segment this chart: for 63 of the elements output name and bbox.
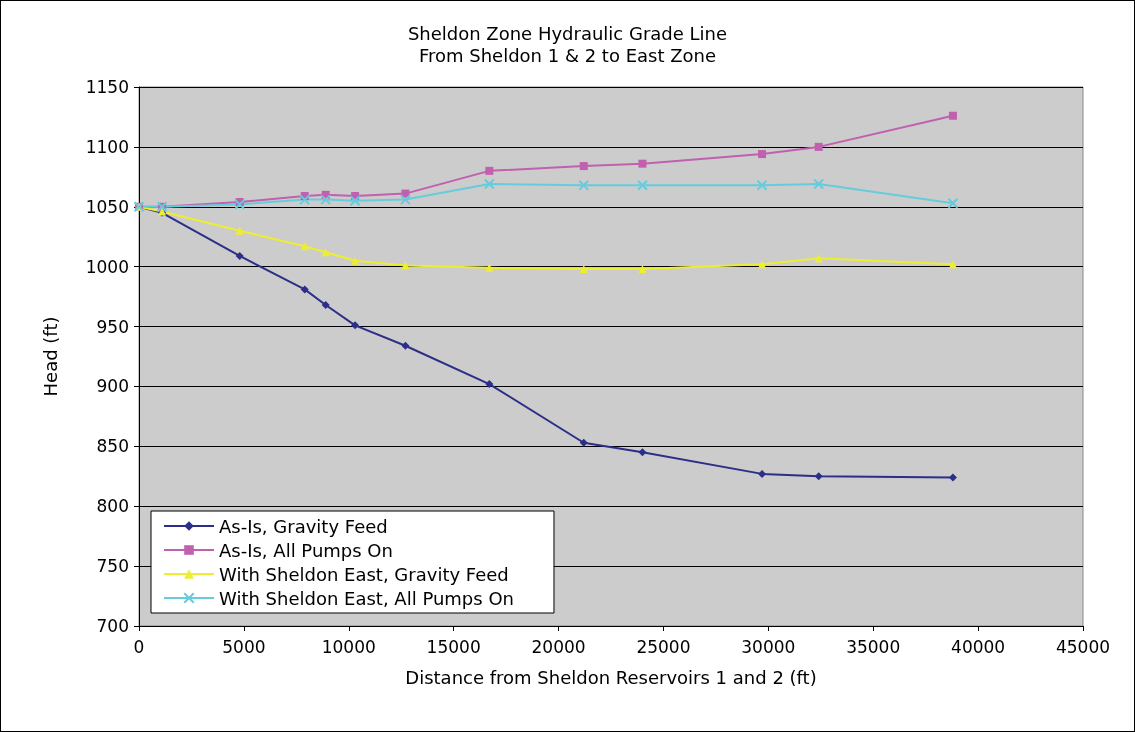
point — [579, 438, 588, 447]
x-tick-label: 45000 — [1055, 636, 1111, 657]
legend-label: With Sheldon East, All Pumps On — [219, 587, 514, 609]
point — [349, 195, 361, 207]
point — [638, 159, 647, 168]
point — [235, 226, 244, 235]
point — [813, 178, 825, 190]
legend-label: As-Is, Gravity Feed — [219, 515, 388, 537]
x-tick-label: 20000 — [531, 636, 586, 657]
point — [636, 179, 648, 191]
x-tick-label: 40000 — [951, 636, 1006, 657]
x-tick-label: 10000 — [321, 636, 376, 657]
point — [320, 194, 332, 206]
y-tick-label: 1150 — [85, 77, 129, 97]
point — [351, 321, 360, 330]
point — [234, 198, 246, 210]
y-tick-label: 1000 — [85, 256, 129, 277]
point — [758, 150, 767, 159]
chart-title: Sheldon Zone Hydraulic Grade Line — [407, 22, 728, 44]
point — [300, 285, 309, 294]
point — [638, 448, 647, 457]
y-tick-label: 700 — [96, 616, 129, 636]
point — [485, 263, 494, 272]
y-axis-title: Head (ft) — [39, 316, 61, 397]
point — [399, 194, 411, 206]
point — [638, 265, 647, 274]
y-tick-label: 1100 — [85, 136, 129, 157]
x-tick-label: 5000 — [222, 636, 266, 657]
point — [299, 194, 311, 206]
chart-subtitle: From Sheldon 1 & 2 to East Zone — [418, 44, 717, 66]
point — [401, 341, 410, 350]
point — [578, 179, 590, 191]
point — [483, 178, 495, 190]
y-tick-label: 1050 — [85, 196, 129, 217]
point — [814, 142, 823, 151]
legend-label: With Sheldon East, Gravity Feed — [219, 563, 509, 585]
x-tick-label: 30000 — [741, 636, 796, 657]
x-tick-label: 15000 — [426, 636, 481, 657]
x-tick-label: 25000 — [636, 636, 691, 657]
y-tick-label: 850 — [96, 436, 129, 457]
point — [235, 251, 244, 260]
point — [321, 301, 330, 309]
point — [948, 260, 957, 269]
y-tick-label: 950 — [96, 316, 129, 337]
y-tick-label: 900 — [96, 376, 129, 397]
x-tick-label: 0 — [133, 636, 145, 657]
y-tick-label: 800 — [96, 496, 129, 517]
point — [758, 260, 767, 269]
x-axis-title: Distance from Sheldon Reservoirs 1 and 2 (ft) — [405, 666, 817, 688]
legend-label: As-Is, All Pumps On — [219, 539, 393, 561]
point — [485, 380, 494, 389]
point — [758, 469, 767, 478]
point — [579, 162, 588, 171]
x-tick-label: 35000 — [846, 636, 901, 657]
point — [756, 179, 768, 191]
point — [579, 265, 588, 274]
point — [351, 256, 360, 265]
point — [948, 111, 957, 120]
point — [814, 472, 823, 481]
point — [485, 166, 494, 175]
point — [947, 197, 959, 209]
y-tick-label: 750 — [96, 556, 129, 577]
point — [948, 473, 957, 482]
